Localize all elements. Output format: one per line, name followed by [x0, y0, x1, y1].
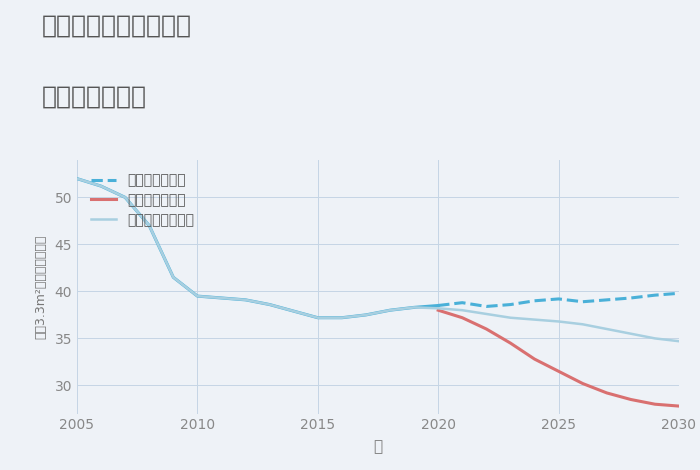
Text: 土地の価格推移: 土地の価格推移 [42, 85, 147, 109]
Legend: グッドシナリオ, バッドシナリオ, ノーマルシナリオ: グッドシナリオ, バッドシナリオ, ノーマルシナリオ [84, 167, 201, 234]
Text: 奈良県奈良市敷島町の: 奈良県奈良市敷島町の [42, 14, 192, 38]
X-axis label: 年: 年 [373, 439, 383, 454]
Y-axis label: 坪（3.3m²）単価（万円）: 坪（3.3m²）単価（万円） [35, 235, 48, 339]
